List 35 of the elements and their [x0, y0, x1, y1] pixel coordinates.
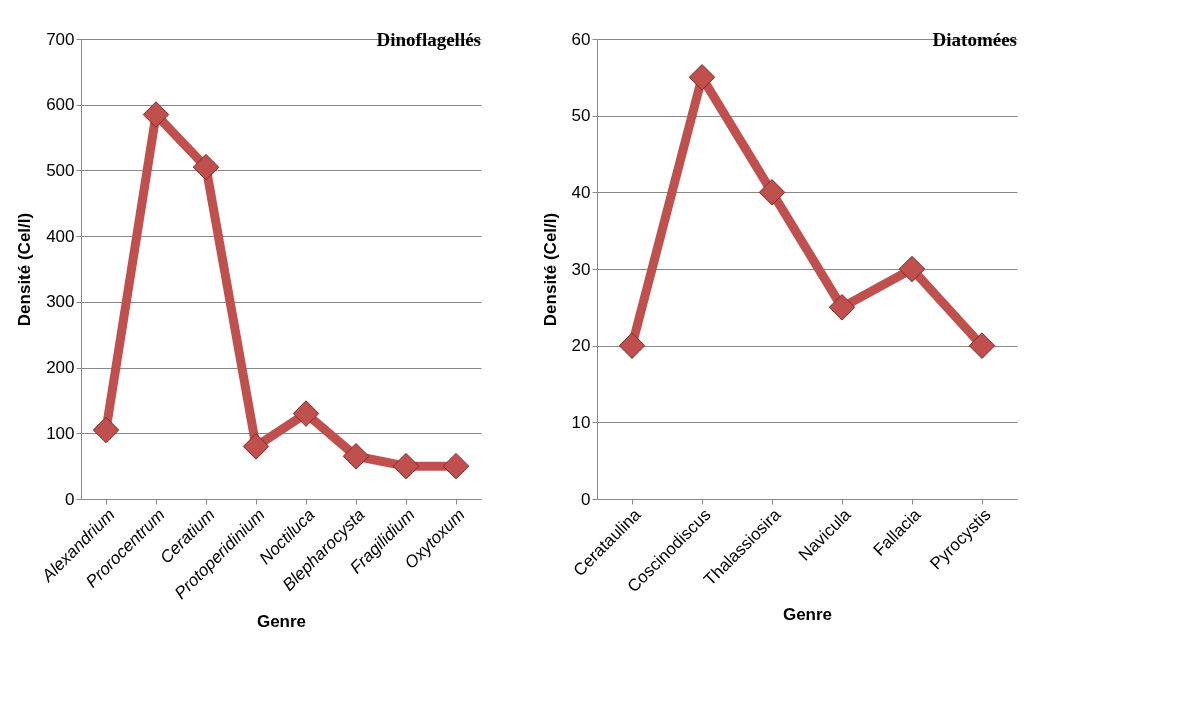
point [242, 433, 270, 460]
y-axis-title: Densité (Cel/l) [540, 212, 560, 327]
point [292, 400, 320, 427]
y-tick-label: 60 [571, 29, 591, 49]
point [688, 64, 716, 91]
chart-title: Diatomées [932, 29, 1017, 50]
chart-title: Dinoflagellés [376, 29, 481, 50]
y-tick-label: 200 [46, 358, 75, 378]
y-tick-label: 0 [65, 489, 75, 509]
y-tick-label: 600 [46, 95, 75, 115]
y-tick-label: 400 [46, 226, 75, 246]
point [758, 179, 786, 206]
y-axis-title: Densité (Cel/l) [15, 212, 35, 327]
point [898, 255, 926, 283]
x-axis-title: Genre [782, 605, 833, 625]
y-tick-label: 30 [571, 259, 591, 279]
point [618, 332, 646, 359]
point [92, 416, 120, 444]
point [392, 452, 420, 480]
y-tick-label: 100 [46, 423, 75, 443]
y-tick-label: 0 [581, 489, 591, 509]
point [142, 101, 170, 128]
y-tick-label: 40 [571, 182, 591, 202]
point [192, 153, 220, 181]
y-tick-label: 300 [46, 292, 75, 312]
point [968, 332, 996, 359]
point [342, 443, 370, 470]
point [828, 294, 856, 321]
y-tick-label: 50 [571, 106, 591, 126]
y-tick-label: 700 [46, 29, 75, 49]
x-axis-title: Genre [256, 612, 307, 631]
y-tick-label: 500 [46, 160, 75, 180]
point [442, 452, 470, 480]
y-tick-label: 10 [571, 412, 591, 432]
y-tick-label: 20 [571, 336, 591, 356]
